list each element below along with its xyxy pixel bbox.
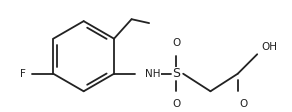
Text: O: O bbox=[240, 99, 248, 109]
Text: O: O bbox=[172, 99, 180, 109]
Text: S: S bbox=[172, 67, 180, 80]
Text: OH: OH bbox=[261, 42, 277, 52]
Text: NH: NH bbox=[145, 69, 161, 79]
Text: O: O bbox=[172, 38, 180, 48]
Text: F: F bbox=[20, 69, 26, 79]
